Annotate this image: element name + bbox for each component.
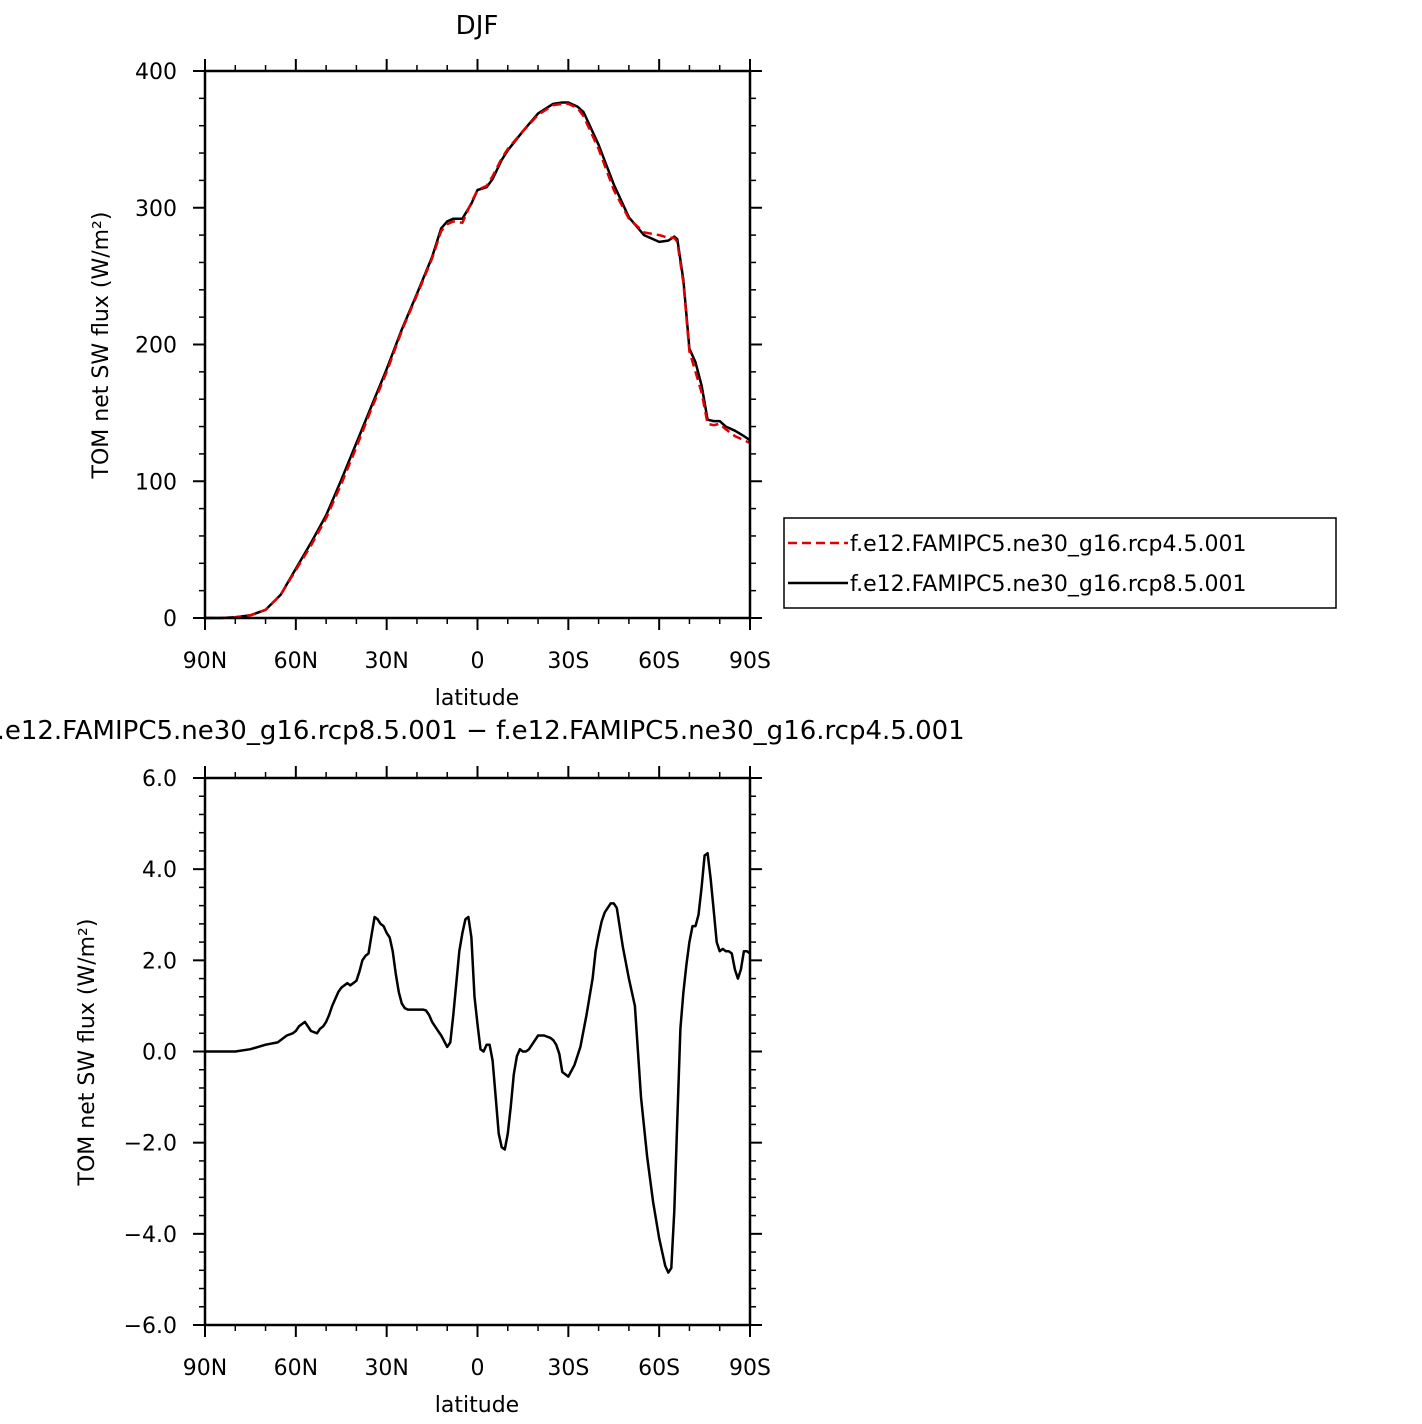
y-tick-label: 200 (135, 334, 177, 359)
y-tick-label: −6.0 (124, 1314, 177, 1339)
top-plot-frame (203, 69, 752, 620)
x-tick-label: 60S (638, 1356, 680, 1381)
legend-label-rcp85: f.e12.FAMIPC5.ne30_g16.rcp8.5.001 (850, 572, 1246, 597)
x-tick-label: 90S (729, 1356, 771, 1381)
legend-box (783, 517, 1337, 609)
x-tick-label: 30S (547, 649, 589, 674)
y-tick-label: 100 (135, 470, 177, 495)
x-tick-label: 60N (274, 1356, 318, 1381)
y-tick-label: 0 (163, 607, 177, 632)
x-tick-label: 60N (274, 649, 318, 674)
x-tick-label: 30N (364, 649, 408, 674)
top-series-layer (205, 101, 751, 620)
bottom-panel: f.e12.FAMIPC5.ne30_g16.rcp8.5.001 − f.e1… (0, 716, 965, 1418)
bottom-axes: 90N 60N 30N 0 30S 60S 90S −6.0 −4.0 −2.0 0.0 2.0 4.0… (124, 766, 771, 1381)
y-tick-label: 300 (135, 197, 177, 222)
x-tick-label: 60S (638, 649, 680, 674)
bottom-plot-title: f.e12.FAMIPC5.ne30_g16.rcp8.5.001 − f.e1… (0, 716, 965, 746)
top-x-axis-title: latitude (435, 686, 519, 711)
series-line-f-e12-famipc5-ne30-g16-rcp8-5-001 (205, 101, 751, 620)
x-tick-label: 90N (183, 1356, 227, 1381)
bottom-series-layer (205, 851, 751, 1274)
y-tick-label: 4.0 (142, 858, 177, 883)
y-tick-label: 0.0 (142, 1041, 177, 1066)
x-tick-label: 0 (471, 1356, 485, 1381)
series-line-f-e12-famipc5-ne30-g16-rcp4-5-001 (205, 102, 751, 620)
top-plot-title: DJF (456, 11, 499, 41)
x-tick-label: 90S (729, 649, 771, 674)
top-panel: DJF 90N 60N 30N 0 30S 60S 90S 0 100 200 300 400 lat… (89, 11, 771, 711)
legend: f.e12.FAMIPC5.ne30_g16.rcp4.5.001 f.e12.… (783, 517, 1337, 609)
top-y-axis-title: TOM net SW flux (W/m²) (89, 212, 114, 480)
x-tick-label: 90N (183, 649, 227, 674)
x-tick-label: 30N (364, 1356, 408, 1381)
x-tick-label: 0 (471, 649, 485, 674)
bottom-x-axis-title: latitude (435, 1393, 519, 1418)
top-axes: 90N 60N 30N 0 30S 60S 90S 0 100 200 300 400 (135, 59, 771, 674)
bottom-plot-frame (203, 776, 752, 1327)
y-tick-label: −4.0 (124, 1223, 177, 1248)
bottom-y-axis-title: TOM net SW flux (W/m²) (75, 919, 100, 1187)
y-tick-label: 400 (135, 60, 177, 85)
x-tick-label: 30S (547, 1356, 589, 1381)
y-tick-label: −2.0 (124, 1132, 177, 1157)
y-tick-label: 6.0 (142, 767, 177, 792)
legend-label-rcp45: f.e12.FAMIPC5.ne30_g16.rcp4.5.001 (850, 532, 1246, 557)
y-tick-label: 2.0 (142, 949, 177, 974)
difference-series-line (205, 851, 751, 1274)
